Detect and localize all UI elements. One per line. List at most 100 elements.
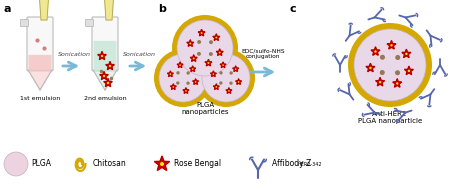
- Text: b: b: [158, 4, 166, 14]
- Circle shape: [177, 20, 233, 76]
- Circle shape: [201, 32, 202, 34]
- Circle shape: [192, 68, 193, 70]
- Circle shape: [380, 70, 385, 75]
- Circle shape: [208, 62, 210, 64]
- Circle shape: [215, 37, 217, 38]
- Circle shape: [216, 86, 217, 88]
- Circle shape: [229, 71, 233, 75]
- Circle shape: [228, 90, 230, 92]
- Polygon shape: [393, 79, 401, 87]
- Circle shape: [154, 49, 212, 107]
- Text: Sonication: Sonication: [123, 52, 156, 57]
- Polygon shape: [100, 71, 108, 80]
- Polygon shape: [213, 84, 219, 90]
- Circle shape: [222, 64, 224, 66]
- Circle shape: [202, 54, 250, 102]
- Text: c: c: [290, 4, 297, 14]
- Polygon shape: [190, 55, 197, 61]
- Circle shape: [170, 73, 171, 75]
- Circle shape: [396, 82, 398, 85]
- Polygon shape: [155, 156, 170, 170]
- FancyBboxPatch shape: [93, 41, 117, 70]
- Polygon shape: [387, 41, 396, 49]
- Text: Sonication: Sonication: [58, 52, 91, 57]
- Text: PLGA
nanoparticles: PLGA nanoparticles: [181, 102, 229, 115]
- Circle shape: [374, 50, 377, 53]
- Polygon shape: [177, 62, 183, 68]
- Polygon shape: [167, 71, 173, 77]
- Circle shape: [405, 53, 408, 55]
- Text: 2nd emulsion: 2nd emulsion: [84, 96, 126, 101]
- Polygon shape: [216, 49, 223, 56]
- Polygon shape: [205, 59, 212, 66]
- Circle shape: [185, 90, 187, 92]
- Circle shape: [107, 82, 109, 84]
- Circle shape: [176, 71, 180, 74]
- Text: Chitosan: Chitosan: [93, 160, 127, 169]
- Circle shape: [219, 81, 222, 85]
- Text: Rose Bengal: Rose Bengal: [174, 160, 221, 169]
- Circle shape: [229, 81, 233, 85]
- Circle shape: [179, 64, 181, 66]
- Text: PLGA: PLGA: [31, 160, 51, 169]
- Circle shape: [193, 58, 195, 59]
- Polygon shape: [366, 63, 375, 72]
- Text: Anti-HER2
PLGA nanoparticle: Anti-HER2 PLGA nanoparticle: [358, 111, 422, 124]
- Polygon shape: [28, 70, 52, 90]
- Circle shape: [348, 23, 432, 107]
- Circle shape: [190, 43, 191, 44]
- Circle shape: [380, 55, 385, 60]
- Polygon shape: [220, 62, 226, 68]
- Circle shape: [160, 162, 164, 166]
- Circle shape: [209, 40, 213, 44]
- Circle shape: [209, 52, 213, 56]
- FancyBboxPatch shape: [28, 55, 52, 70]
- Polygon shape: [404, 66, 413, 75]
- FancyBboxPatch shape: [20, 19, 28, 26]
- Circle shape: [109, 65, 111, 67]
- Polygon shape: [210, 71, 216, 77]
- Circle shape: [213, 73, 214, 75]
- Polygon shape: [213, 34, 220, 40]
- Polygon shape: [198, 29, 205, 36]
- Text: 1st emulsion: 1st emulsion: [20, 96, 60, 101]
- Text: Affibody Z: Affibody Z: [272, 160, 311, 169]
- Circle shape: [219, 71, 223, 74]
- Polygon shape: [233, 66, 238, 72]
- Polygon shape: [170, 84, 176, 90]
- Circle shape: [219, 52, 220, 53]
- Circle shape: [195, 81, 196, 83]
- Polygon shape: [183, 88, 189, 93]
- Polygon shape: [375, 77, 384, 86]
- Polygon shape: [192, 79, 199, 84]
- Text: a: a: [4, 4, 11, 14]
- Polygon shape: [104, 0, 113, 20]
- Circle shape: [101, 55, 103, 57]
- Polygon shape: [93, 70, 117, 90]
- Polygon shape: [371, 47, 380, 55]
- FancyBboxPatch shape: [27, 17, 53, 71]
- Polygon shape: [190, 66, 196, 72]
- Polygon shape: [187, 40, 194, 46]
- FancyBboxPatch shape: [85, 19, 93, 26]
- Circle shape: [408, 70, 410, 72]
- Circle shape: [172, 15, 238, 81]
- Circle shape: [395, 55, 400, 60]
- Circle shape: [197, 40, 201, 44]
- Polygon shape: [106, 61, 114, 70]
- Circle shape: [173, 86, 174, 88]
- Circle shape: [186, 81, 190, 85]
- Circle shape: [395, 70, 400, 75]
- Circle shape: [238, 81, 239, 83]
- Circle shape: [159, 54, 207, 102]
- Circle shape: [103, 75, 105, 77]
- Circle shape: [186, 71, 190, 75]
- Polygon shape: [402, 49, 411, 58]
- Circle shape: [197, 49, 255, 107]
- Text: EDC/sulfo-NHS
conjugation: EDC/sulfo-NHS conjugation: [241, 48, 285, 59]
- Polygon shape: [98, 51, 106, 60]
- Circle shape: [176, 81, 180, 85]
- Circle shape: [197, 52, 201, 56]
- Circle shape: [235, 68, 237, 70]
- Circle shape: [390, 44, 392, 46]
